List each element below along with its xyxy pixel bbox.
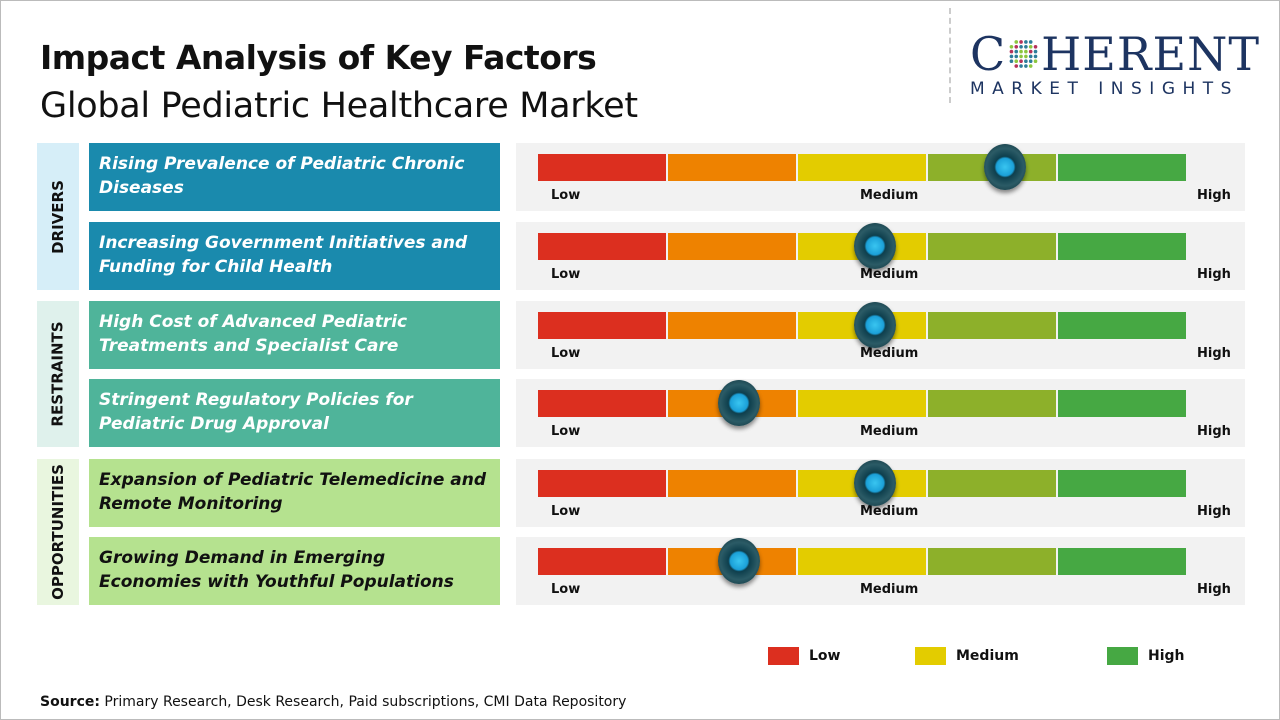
factor-label: Rising Prevalence of Pediatric Chronic D… bbox=[89, 143, 500, 211]
gauge-segment bbox=[798, 548, 928, 575]
scale-high: High bbox=[1197, 267, 1231, 282]
gauge-segment bbox=[668, 470, 798, 497]
scale-high: High bbox=[1197, 582, 1231, 597]
gauge-segment bbox=[538, 470, 668, 497]
gauge-segment bbox=[1058, 470, 1186, 497]
logo-letter: C bbox=[970, 27, 1007, 81]
scale-high: High bbox=[1197, 188, 1231, 203]
legend-swatch bbox=[768, 647, 799, 665]
gauge-segment bbox=[538, 548, 668, 575]
divider bbox=[949, 8, 951, 103]
gauge-segment bbox=[538, 312, 668, 339]
impact-indicator bbox=[717, 538, 760, 584]
logo-word: HERENT bbox=[1041, 27, 1260, 81]
logo-subtitle: MARKET INSIGHTS bbox=[970, 79, 1239, 99]
scale-low: Low bbox=[551, 188, 581, 203]
gauge-segment bbox=[668, 312, 798, 339]
gauge-bar bbox=[538, 470, 1186, 497]
source-note: Source: Primary Research, Desk Research,… bbox=[40, 694, 627, 710]
group-label-drivers: DRIVERS bbox=[37, 143, 79, 290]
scale-medium: Medium bbox=[860, 582, 919, 597]
legend-swatch bbox=[1107, 647, 1138, 665]
gauge-segment bbox=[928, 233, 1058, 260]
scale-high: High bbox=[1197, 424, 1231, 439]
gauge-segment bbox=[1058, 233, 1186, 260]
scale-low: Low bbox=[551, 582, 581, 597]
impact-gauge: Low Medium High bbox=[516, 379, 1245, 447]
gauge-segment bbox=[538, 390, 668, 417]
gauge-segment bbox=[798, 154, 928, 181]
legend-medium: Medium bbox=[915, 647, 1019, 665]
gauge-segment bbox=[538, 233, 668, 260]
scale-low: Low bbox=[551, 424, 581, 439]
gauge-segment bbox=[538, 154, 668, 181]
gauge-segment bbox=[1058, 390, 1186, 417]
gauge-segment bbox=[798, 390, 928, 417]
legend-swatch bbox=[915, 647, 946, 665]
scale-medium: Medium bbox=[860, 188, 919, 203]
impact-indicator bbox=[717, 380, 760, 426]
factor-label: High Cost of Advanced Pediatric Treatmen… bbox=[89, 301, 500, 369]
impact-indicator bbox=[853, 302, 896, 348]
gauge-segment bbox=[928, 390, 1058, 417]
logo: C HERENT MARKET INSIGHTS bbox=[970, 30, 1260, 99]
page-subtitle: Global Pediatric Healthcare Market bbox=[40, 86, 638, 126]
scale-low: Low bbox=[551, 267, 581, 282]
scale-low: Low bbox=[551, 504, 581, 519]
legend-high: High bbox=[1107, 647, 1185, 665]
group-label-restraints: RESTRAINTS bbox=[37, 301, 79, 447]
gauge-bar bbox=[538, 154, 1186, 181]
gauge-segment bbox=[668, 233, 798, 260]
gauge-segment bbox=[928, 548, 1058, 575]
gauge-segment bbox=[928, 470, 1058, 497]
scale-medium: Medium bbox=[860, 424, 919, 439]
legend-low: Low bbox=[768, 647, 840, 665]
impact-indicator bbox=[853, 460, 896, 506]
factor-label: Increasing Government Initiatives and Fu… bbox=[89, 222, 500, 290]
impact-gauge: Low Medium High bbox=[516, 537, 1245, 605]
globe-icon bbox=[1009, 40, 1038, 68]
scale-high: High bbox=[1197, 346, 1231, 361]
page-title: Impact Analysis of Key Factors bbox=[40, 38, 597, 77]
scale-medium: Medium bbox=[860, 346, 919, 361]
scale-medium: Medium bbox=[860, 267, 919, 282]
impact-indicator bbox=[853, 223, 896, 269]
gauge-segment bbox=[1058, 154, 1186, 181]
scale-high: High bbox=[1197, 504, 1231, 519]
impact-gauge: Low Medium High bbox=[516, 459, 1245, 527]
impact-gauge: Low Medium High bbox=[516, 301, 1245, 369]
scale-medium: Medium bbox=[860, 504, 919, 519]
gauge-bar bbox=[538, 390, 1186, 417]
gauge-segment bbox=[1058, 312, 1186, 339]
gauge-segment bbox=[668, 154, 798, 181]
impact-gauge: Low Medium High bbox=[516, 143, 1245, 211]
gauge-bar bbox=[538, 548, 1186, 575]
impact-indicator bbox=[983, 144, 1026, 190]
gauge-segment bbox=[928, 312, 1058, 339]
factor-label: Expansion of Pediatric Telemedicine and … bbox=[89, 459, 500, 527]
scale-low: Low bbox=[551, 346, 581, 361]
impact-gauge: Low Medium High bbox=[516, 222, 1245, 290]
gauge-segment bbox=[1058, 548, 1186, 575]
factor-label: Growing Demand in Emerging Economies wit… bbox=[89, 537, 500, 605]
group-label-opportunities: OPPORTUNITIES bbox=[37, 459, 79, 605]
factor-label: Stringent Regulatory Policies for Pediat… bbox=[89, 379, 500, 447]
